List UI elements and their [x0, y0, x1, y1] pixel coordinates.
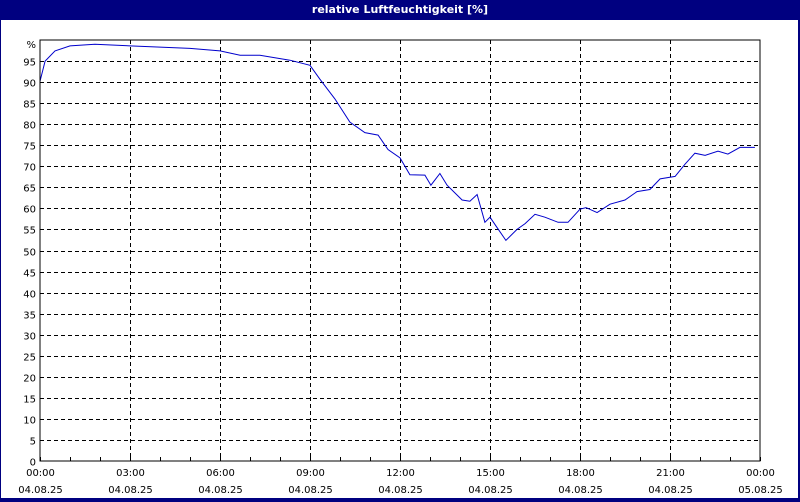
y-tick-label: 55 — [23, 226, 36, 237]
x-tick-date: 04.08.25 — [108, 485, 153, 496]
y-tick-label: 25 — [23, 353, 36, 364]
y-tick-label: 70 — [23, 163, 36, 174]
x-tick-date: 04.08.25 — [468, 485, 513, 496]
x-tick-date: 04.08.25 — [288, 485, 333, 496]
x-axis: 00:00 04.08.25 03:00 04.08.25 06:00 04.08.25 0… — [18, 457, 783, 496]
y-tick-label: 50 — [23, 248, 36, 259]
y-tick-label: 75 — [23, 142, 36, 153]
x-tick-time: 09:00 — [296, 468, 325, 479]
y-tick-label: 45 — [23, 269, 36, 280]
humidity-series-line — [39, 43, 755, 242]
x-tick-date: 04.08.25 — [378, 485, 423, 496]
y-tick-label: 10 — [23, 416, 36, 427]
x-tick-date: 04.08.25 — [18, 485, 63, 496]
y-tick-label: 35 — [23, 311, 36, 322]
x-tick-time: 15:00 — [476, 468, 505, 479]
y-tick-label: 95 — [23, 58, 36, 69]
y-tick-label: 80 — [23, 121, 36, 132]
x-tick-time: 18:00 — [566, 468, 595, 479]
x-tick-time: 00:00 — [26, 468, 55, 479]
y-tick-label: 15 — [23, 395, 36, 406]
x-tick-date: 04.08.25 — [558, 485, 603, 496]
y-axis: 0 5 10 15 20 25 30 35 40 45 50 55 60 65 70 75 80 85 90 95% — [23, 40, 36, 469]
y-tick-label: 20 — [23, 374, 36, 385]
x-tick-date: 04.08.25 — [648, 485, 693, 496]
y-tick-label: 40 — [23, 290, 36, 301]
x-tick-time: 00:00 — [746, 468, 775, 479]
x-tick-time: 06:00 — [206, 468, 235, 479]
chart-title: relative Luftfeuchtigkeit [%] — [311, 3, 489, 16]
humidity-line-chart: 05101520253035404550556065707580859095% … — [18, 39, 783, 496]
y-tick-label: 65 — [23, 184, 36, 195]
y-tick-label: 90 — [23, 79, 36, 90]
y-tick-label: 85 — [23, 100, 36, 111]
x-tick-time: 21:00 — [656, 468, 685, 479]
y-tick-label: 5 — [30, 437, 36, 448]
chart-canvas: 0 5 10 15 20 25 30 35 40 45 50 55 60 65 70 75 80 85 90 95% … — [1, 20, 798, 498]
x-tick-time: 12:00 — [386, 468, 415, 479]
plot-area-border — [39, 39, 761, 462]
y-unit-label: % — [26, 40, 36, 51]
grid-lines — [40, 40, 760, 461]
x-tick-time: 03:00 — [116, 468, 145, 479]
y-tick-label: 30 — [23, 332, 36, 343]
y-tick-label: 0 — [30, 458, 36, 469]
y-tick-label: 60 — [23, 205, 36, 216]
x-tick-date: 04.08.25 — [198, 485, 243, 496]
x-tick-date: 05.08.25 — [738, 485, 783, 496]
